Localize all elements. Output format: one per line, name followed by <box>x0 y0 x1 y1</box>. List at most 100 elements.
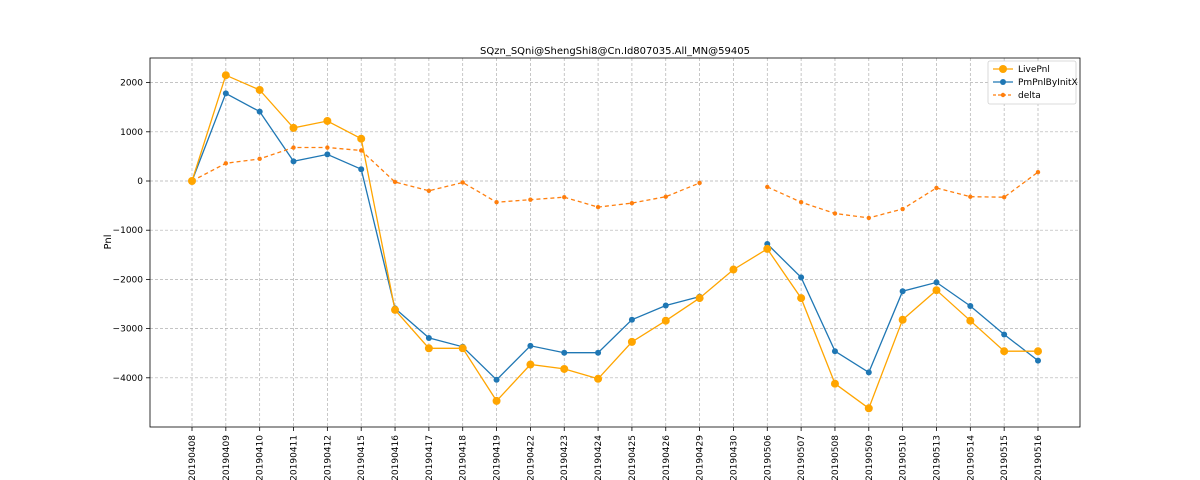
legend-box <box>987 60 1077 105</box>
data-point-PmPnlByInitX <box>425 334 432 341</box>
data-point-PmPnlByInitX <box>1035 357 1041 364</box>
y-axis: 2000 1000 0 −1000 −2000 −3000 −4000 <box>113 79 150 384</box>
data-point-LivePnl <box>661 316 670 325</box>
plot-frame <box>149 57 1081 428</box>
data-point-PmPnlByInitX <box>1001 331 1008 338</box>
series-line-LivePnl <box>191 74 1038 410</box>
data-point-PmPnlByInitX <box>662 302 669 309</box>
data-point-PmPnlByInitX <box>493 376 500 383</box>
data-point-PmPnlByInitX <box>967 302 974 309</box>
data-point-delta <box>697 180 702 186</box>
x-tick-label: 20190408 <box>188 435 198 480</box>
x-tick-label: 20190516 <box>1034 435 1044 480</box>
data-point-LivePnl <box>255 85 264 94</box>
x-tick-label: 20190412 <box>323 435 333 480</box>
grid <box>150 58 1080 427</box>
data-point-delta <box>562 195 567 200</box>
legend-label-LivePnl: LivePnl <box>1018 65 1050 75</box>
x-tick-label: 20190423 <box>560 435 570 480</box>
x-tick-label: 20190410 <box>256 435 266 480</box>
data-point-LivePnl <box>188 177 196 185</box>
x-tick-label: 20190416 <box>391 435 401 480</box>
x-axis: 20190408 20190409 20190410 20190411 20190412… <box>188 427 1044 480</box>
data-point-LivePnl <box>729 265 738 274</box>
data-point-delta <box>663 194 668 199</box>
data-point-delta <box>359 148 364 153</box>
y-tick-label: −4000 <box>113 374 144 384</box>
legend: LivePnl PmPnlByInitX delta <box>987 60 1078 105</box>
data-point-delta <box>291 145 296 150</box>
y-tick-label: −2000 <box>113 275 144 285</box>
data-point-LivePnl <box>763 244 772 253</box>
data-point-delta <box>765 184 770 190</box>
legend-label-PmPnlByInitX: PmPnlByInitX <box>1018 78 1078 88</box>
data-point-PmPnlByInitX <box>324 151 331 158</box>
data-point-delta <box>798 199 804 205</box>
data-point-PmPnlByInitX <box>865 369 872 376</box>
y-tick-label: 0 <box>137 177 143 187</box>
data-point-LivePnl <box>492 396 501 405</box>
series-LivePnl <box>188 71 1042 413</box>
y-tick-label: −3000 <box>113 325 144 335</box>
data-point-delta <box>832 211 838 216</box>
data-point-LivePnl <box>357 134 366 143</box>
data-point-delta <box>494 199 499 205</box>
data-point-PmPnlByInitX <box>933 279 940 286</box>
x-tick-label: 20190409 <box>222 435 232 480</box>
x-tick-label: 20190506 <box>763 435 773 480</box>
data-point-delta <box>325 145 330 150</box>
data-point-delta <box>426 188 432 194</box>
data-point-PmPnlByInitX <box>358 166 365 173</box>
data-point-PmPnlByInitX <box>222 90 229 97</box>
x-tick-label: 20190515 <box>1000 435 1010 480</box>
x-tick-label: 20190509 <box>865 435 875 480</box>
data-point-PmPnlByInitX <box>290 158 297 165</box>
x-tick-label: 20190418 <box>459 435 469 480</box>
series-layer <box>188 71 1042 413</box>
data-point-LivePnl <box>221 71 230 80</box>
data-point-LivePnl <box>1034 347 1042 356</box>
data-point-delta <box>528 197 533 202</box>
legend-marker-PmPnlByInitX <box>1000 79 1006 85</box>
x-tick-label: 20190513 <box>932 435 942 480</box>
y-axis-label: Pnl <box>103 235 114 250</box>
x-tick-label: 20190419 <box>493 435 503 480</box>
data-point-delta <box>900 206 905 212</box>
y-tick-label: 2000 <box>120 79 143 89</box>
x-tick-label: 20190508 <box>831 435 841 480</box>
x-tick-label: 20190422 <box>526 435 536 480</box>
data-point-delta <box>629 200 635 206</box>
series-line-delta <box>191 146 700 208</box>
data-point-LivePnl <box>695 294 704 303</box>
x-tick-label: 20190429 <box>696 435 706 480</box>
data-point-LivePnl <box>560 364 569 373</box>
data-point-PmPnlByInitX <box>831 348 838 355</box>
x-tick-label: 20190426 <box>662 435 672 480</box>
data-point-delta <box>866 215 871 221</box>
data-point-LivePnl <box>424 344 433 353</box>
data-point-LivePnl <box>830 379 839 388</box>
series-PmPnlByInitX <box>189 90 1041 383</box>
x-tick-label: 20190514 <box>966 435 976 480</box>
x-tick-label: 20190411 <box>290 435 300 480</box>
data-point-delta <box>460 180 465 185</box>
data-point-delta <box>934 185 939 191</box>
data-point-LivePnl <box>966 316 975 325</box>
data-point-PmPnlByInitX <box>561 349 568 356</box>
data-point-LivePnl <box>864 404 873 413</box>
x-tick-label: 20190510 <box>899 435 909 480</box>
data-point-delta <box>223 161 229 166</box>
x-tick-label: 20190430 <box>729 435 739 480</box>
data-point-LivePnl <box>898 315 907 324</box>
data-point-delta <box>257 156 262 162</box>
legend-marker-LivePnl <box>999 65 1007 73</box>
data-point-delta <box>595 204 601 210</box>
data-point-LivePnl <box>323 116 332 125</box>
data-point-PmPnlByInitX <box>527 342 534 349</box>
x-tick-label: 20190507 <box>797 435 807 480</box>
data-point-LivePnl <box>932 286 941 295</box>
data-point-LivePnl <box>627 337 636 346</box>
data-point-LivePnl <box>797 294 806 303</box>
data-point-LivePnl <box>289 123 298 132</box>
series-delta <box>189 145 1041 221</box>
